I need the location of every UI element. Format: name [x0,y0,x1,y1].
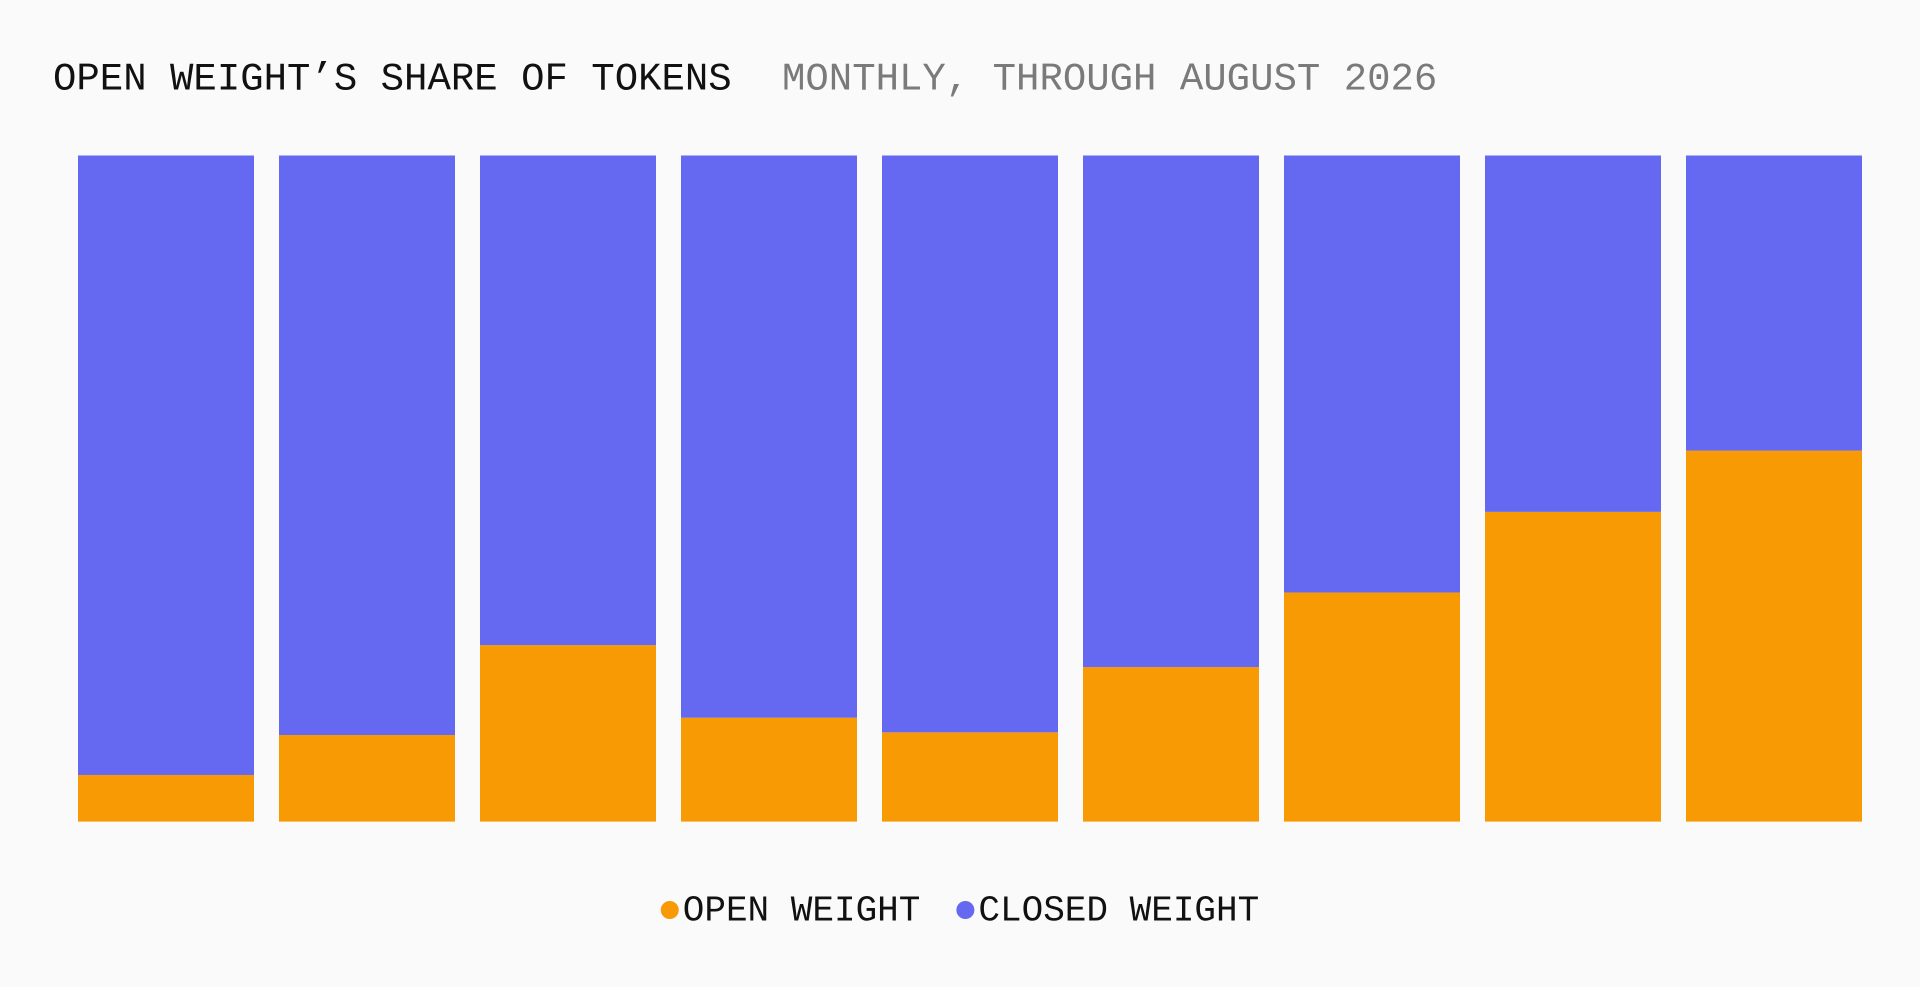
bar-segment [1284,155,1460,593]
legend-label: OPEN WEIGHT [683,891,921,932]
bar-segment [882,732,1058,822]
legend-marker [956,901,975,919]
bar-segment [1686,155,1862,451]
chart-subtitle: MONTHLY, THROUGH AUGUST 2026 [782,57,1437,101]
bar-segment [78,155,254,775]
bar-segment [279,735,455,822]
bar-segment [681,717,857,822]
bar-segment [1083,667,1259,822]
bar-segment [279,155,455,736]
legend-label: CLOSED WEIGHT [978,891,1259,932]
bar-segment [1686,450,1862,822]
bar-segment [1485,511,1661,822]
bar-segment [882,155,1058,733]
bar-segment [480,155,656,646]
bar-segment [1083,155,1259,668]
bar-segment [681,155,857,718]
bar-segment [78,774,254,822]
legend: OPEN WEIGHT CLOSED WEIGHT [660,891,1259,932]
bar-segment [1485,155,1661,512]
legend-marker [660,901,679,919]
chart-title: OPEN WEIGHT’S SHARE OF TOKENS [53,57,732,101]
bar-segment [480,645,656,822]
bars [78,155,1862,822]
bar-segment [1284,592,1460,822]
